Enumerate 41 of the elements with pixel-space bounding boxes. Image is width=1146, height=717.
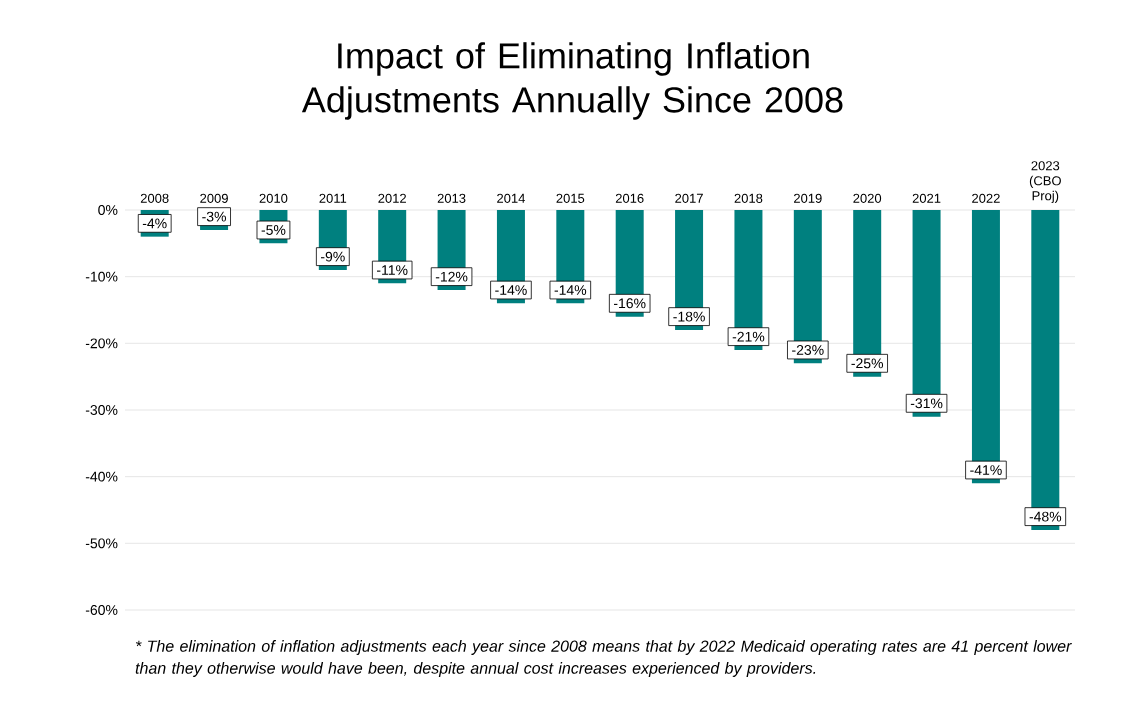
text: * The elimination of inflation adjustments each year since 2008 means that by 2022 Medicaid operating rates are 41 percent lower than they otherwise would have been, despite annual cost increases experienced by providers. [135, 640, 1072, 677]
data-label: -16% [613, 298, 646, 309]
data-label: -18% [673, 311, 705, 322]
data-label: -5% [261, 225, 286, 235]
data-label: -3% [202, 211, 227, 222]
data-label: -23% [792, 345, 824, 355]
x-tick-label: 2011 [319, 193, 347, 203]
data-label: -25% [851, 358, 884, 369]
x-tick-label: 2009 [200, 193, 228, 203]
x-tick-label: 2020 [853, 193, 882, 203]
data-label: -14% [554, 285, 587, 295]
chart-title: Impact of Eliminating Inflation Adjustments Annually Since 2008 [301, 42, 843, 120]
y-tick-label: -30% [85, 405, 118, 415]
y-tick-label: -60% [85, 605, 118, 615]
data-label: -4% [142, 218, 167, 229]
x-tick-label: 2018 [734, 193, 763, 203]
x-tick-label: 2015 [556, 193, 585, 203]
data-label: -14% [495, 285, 527, 295]
data-label: -41% [970, 465, 1002, 475]
data-label: -11% [377, 265, 408, 275]
x-tick-label: 2021 [912, 193, 941, 203]
x-tick-label: 2010 [259, 193, 288, 203]
x-tick-label: 2016 [615, 193, 644, 203]
data-label: -21% [732, 331, 765, 342]
x-tick-label: 2017 [675, 193, 703, 203]
data-label: -9% [321, 251, 345, 262]
x-tick-label: 2014 [497, 193, 526, 203]
data-label: -31% [910, 398, 943, 409]
x-tick-label: 2012 [378, 193, 406, 203]
y-tick-label: -20% [85, 338, 118, 349]
data-label: -12% [435, 271, 468, 282]
x-tick-label: 2019 [794, 193, 822, 203]
y-tick-label: -50% [85, 538, 118, 549]
y-tick-label: -40% [85, 471, 118, 482]
data-label: -48% [1029, 511, 1062, 522]
y-tick-label: -10% [85, 271, 118, 282]
x-tick-label: 2013 [437, 193, 466, 203]
x-tick-label: 2022 [972, 193, 1000, 203]
y-tick-label: 0% [98, 205, 118, 215]
x-tick-label: 2023 (CBO Proj) [1029, 161, 1061, 203]
x-tick-label: 2008 [140, 193, 169, 203]
